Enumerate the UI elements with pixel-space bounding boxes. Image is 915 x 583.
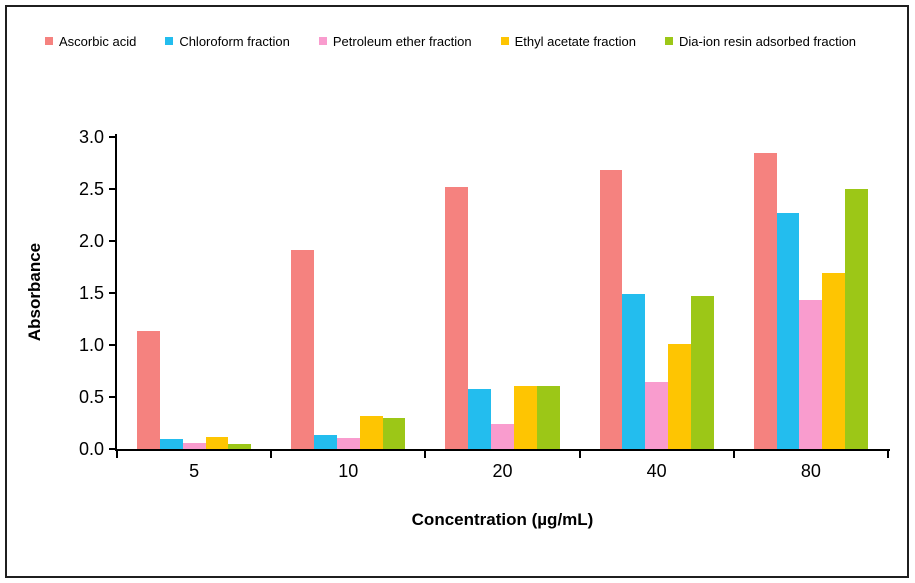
x-tick-label: 10 (338, 461, 359, 481)
legend-swatch-icon (500, 37, 509, 45)
bar (690, 296, 714, 449)
legend-swatch-icon (165, 37, 174, 45)
x-tick-label: 20 (492, 461, 513, 481)
x-tick-label: 40 (646, 461, 667, 481)
bar (382, 417, 406, 449)
legend-swatch-icon (665, 37, 673, 45)
x-tick (578, 449, 581, 458)
x-axis-line (115, 449, 890, 451)
x-tick (887, 449, 889, 458)
y-axis-title: Absorbance (25, 242, 44, 342)
bar (668, 343, 691, 449)
bar (776, 212, 800, 449)
legend-item: Chloroform fraction (165, 34, 290, 49)
bar (799, 300, 823, 449)
bar (622, 294, 646, 449)
y-tick-label: 0.5 (78, 387, 104, 407)
bar (445, 186, 469, 449)
bar (137, 331, 160, 449)
bar (291, 250, 315, 449)
legend-label: Chloroform fraction (179, 33, 290, 49)
bar (536, 385, 560, 449)
y-tick (109, 292, 117, 294)
bar (205, 436, 229, 449)
x-tick-label: 80 (800, 461, 821, 481)
x-tick (424, 449, 427, 458)
bar (513, 385, 537, 449)
bar (822, 273, 846, 449)
y-tick-label: 1.5 (78, 283, 104, 303)
bar (359, 415, 383, 449)
x-tick (732, 449, 735, 458)
legend-item: Dia-ion resin adsorbed fraction (665, 34, 856, 49)
x-tick (116, 449, 118, 458)
y-axis-line (115, 134, 117, 451)
bar (468, 388, 492, 449)
bar (645, 382, 669, 449)
bar (491, 424, 514, 449)
y-tick-label: 0.0 (78, 439, 104, 459)
legend-swatch-icon (45, 37, 53, 45)
legend-label: Petroleum ether fraction (332, 33, 472, 49)
legend-label: Dia-ion resin adsorbed fraction (679, 33, 857, 49)
y-tick (109, 396, 117, 398)
bar (228, 443, 252, 449)
bar (182, 442, 206, 449)
bar (336, 437, 360, 449)
y-tick-label: 1.0 (78, 335, 104, 355)
y-tick (109, 344, 117, 346)
bar (599, 170, 623, 449)
y-tick-label: 2.5 (78, 179, 104, 199)
bar (314, 435, 337, 449)
bar (845, 189, 868, 449)
legend-item: Ascorbic acid (45, 34, 136, 49)
y-tick (109, 240, 117, 242)
legend-item: Petroleum ether fraction (318, 33, 472, 49)
bar (159, 438, 183, 449)
y-tick-label: 2.0 (78, 231, 104, 251)
y-tick (109, 188, 117, 190)
legend: Ascorbic acid Chloroform fraction Petroleu… (45, 32, 897, 50)
y-tick-label: 3.0 (78, 127, 104, 147)
legend-swatch-icon (318, 37, 327, 45)
y-tick (109, 136, 117, 138)
x-tick (270, 449, 273, 458)
x-axis-title: Concentration (µg/mL) (411, 510, 594, 529)
x-tick-label: 5 (189, 461, 200, 481)
legend-label: Ethyl acetate fraction (514, 33, 636, 49)
legend-label: Ascorbic acid (59, 33, 137, 49)
legend-item: Ethyl acetate fraction (500, 33, 636, 49)
y-tick (109, 448, 117, 450)
bar (753, 152, 777, 449)
